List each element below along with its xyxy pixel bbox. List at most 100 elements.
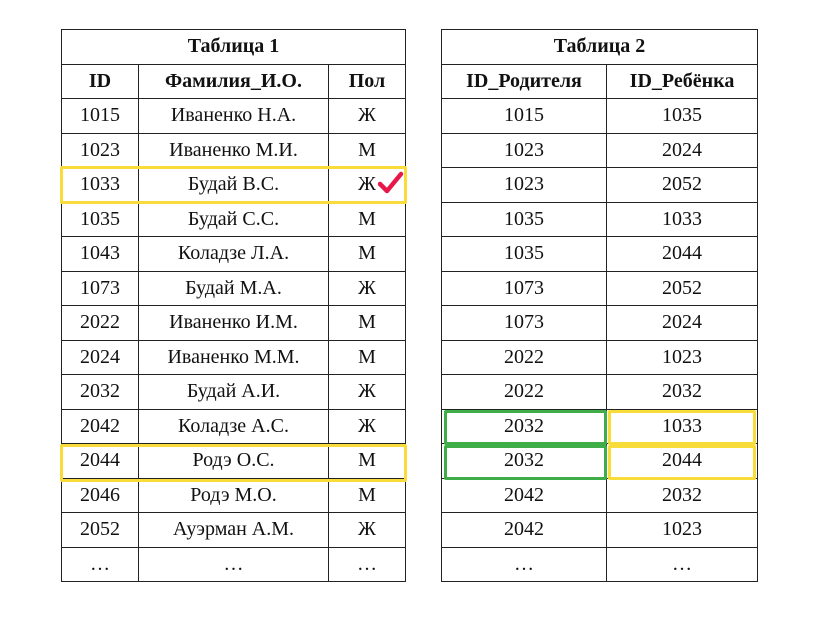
table-row: …… [441, 546, 758, 582]
table1-header: Фамилия_И.О. [138, 63, 329, 99]
table-cell: 1033 [61, 167, 139, 203]
table-cell: 2042 [441, 512, 607, 548]
table-1-title: Таблица 1 [61, 29, 406, 65]
table-cell: М [328, 236, 406, 272]
table-cell: 2046 [61, 477, 139, 513]
table-row: 2042 1023 [441, 512, 758, 548]
table-cell: 2052 [606, 270, 758, 306]
table-cell: 2042 [61, 408, 139, 444]
table-row: 2042 2032 [441, 477, 758, 513]
table-cell: 2044 [606, 236, 758, 272]
table-cell: Иваненко Н.А. [138, 98, 329, 134]
table-cell: М [328, 339, 406, 375]
table-cell: Будай С.С. [138, 201, 329, 237]
table-cell: 1023 [606, 512, 758, 548]
table-cell: … [328, 546, 406, 582]
table-cell: 2044 [61, 443, 139, 479]
table-row: 2032 Будай А.И. Ж [61, 374, 406, 410]
table-cell: Ж [328, 98, 406, 134]
table-row: 1015 1035 [441, 98, 758, 134]
table-cell: 1033 [606, 408, 758, 444]
table-cell: 1035 [606, 98, 758, 134]
highlight-child-2044 [608, 445, 756, 480]
table-row: 2032 2044 [441, 443, 758, 479]
table-row: 1023 2024 [441, 132, 758, 168]
table-cell: 2032 [606, 374, 758, 410]
table-cell: 2032 [606, 477, 758, 513]
table-cell: Иваненко И.М. [138, 305, 329, 341]
table-row: 2022 Иваненко И.М. М [61, 305, 406, 341]
table-row: 1023 Иваненко М.И. М [61, 132, 406, 168]
table-row: 2046 Родэ М.О. М [61, 477, 406, 513]
table-cell: Будай М.А. [138, 270, 329, 306]
table-row: 2024 Иваненко М.М. М [61, 339, 406, 375]
table-cell: … [61, 546, 139, 582]
table-cell: 2052 [606, 167, 758, 203]
table-cell: Ж [328, 408, 406, 444]
table-cell: 2022 [441, 339, 607, 375]
table-cell: 1035 [441, 201, 607, 237]
table-cell: 2032 [61, 374, 139, 410]
table-row: 2042 Коладзе А.С. Ж [61, 408, 406, 444]
table-cell: 1035 [441, 236, 607, 272]
table-cell: 1033 [606, 201, 758, 237]
highlight-child-1033 [608, 410, 756, 445]
table-cell: 2024 [606, 132, 758, 168]
table-row: 1073 2024 [441, 305, 758, 341]
table-cell: М [328, 132, 406, 168]
table-row: 1073 Будай М.А. Ж [61, 270, 406, 306]
table-2-title: Таблица 2 [441, 29, 758, 65]
table2-header: ID_Родителя [441, 63, 607, 99]
table1-header: ID [61, 63, 139, 99]
table-cell: Иваненко М.И. [138, 132, 329, 168]
table-cell: 2032 [441, 408, 607, 444]
table-row: 1073 2052 [441, 270, 758, 306]
table-2: Таблица 2 ID_Родителя ID_Ребёнка 1015 1035… [441, 29, 758, 582]
table-row: 2022 2032 [441, 374, 758, 410]
table-cell: 1035 [61, 201, 139, 237]
table-cell: 1073 [441, 305, 607, 341]
table-cell: 2022 [441, 374, 607, 410]
table-cell: 1073 [61, 270, 139, 306]
table-cell: М [328, 477, 406, 513]
table-cell: М [328, 305, 406, 341]
table-row: 1035 Будай С.С. М [61, 201, 406, 237]
table-cell: 1023 [441, 167, 607, 203]
check-mark-icon [378, 171, 404, 194]
table-row: 1035 1033 [441, 201, 758, 237]
table-cell: 1023 [606, 339, 758, 375]
table-cell: 2024 [606, 305, 758, 341]
table-cell: Ж [328, 270, 406, 306]
table-cell: Коладзе А.С. [138, 408, 329, 444]
table-cell: Ауэрман А.М. [138, 512, 329, 548]
table-cell: Будай А.И. [138, 374, 329, 410]
table-1: Таблица 1 ID Фамилия_И.О. Пол 1015 Иваненко… [61, 29, 406, 582]
table-cell: Ж [328, 374, 406, 410]
highlight-row-1033 [60, 166, 407, 204]
table-cell: 2042 [441, 477, 607, 513]
table-row: 1023 2052 [441, 167, 758, 203]
table-cell: 1015 [61, 98, 139, 134]
table-cell: Иваненко М.М. [138, 339, 329, 375]
table-cell: 1073 [441, 270, 607, 306]
table-cell: 2052 [61, 512, 139, 548]
highlight-parent-2032-a [444, 410, 607, 445]
table-cell: Будай В.С. [138, 167, 329, 203]
table-row: 1035 2044 [441, 236, 758, 272]
table-row: 2052 Ауэрман А.М. Ж [61, 512, 406, 548]
table-cell: Коладзе Л.А. [138, 236, 329, 272]
table-cell: 1015 [441, 98, 607, 134]
table-cell: 1023 [441, 132, 607, 168]
table-cell: 2044 [606, 443, 758, 479]
highlight-row-2044 [60, 444, 407, 482]
table2-header: ID_Ребёнка [606, 63, 758, 99]
table-row: 2044 Родэ О.С. М [61, 443, 406, 479]
table-cell: … [606, 546, 758, 582]
table-cell: 2024 [61, 339, 139, 375]
table-row: 2022 1023 [441, 339, 758, 375]
table-cell: … [441, 546, 607, 582]
table-cell: Родэ М.О. [138, 477, 329, 513]
table-cell: 2022 [61, 305, 139, 341]
highlight-parent-2032-b [444, 445, 607, 480]
table-cell: Ж [328, 512, 406, 548]
